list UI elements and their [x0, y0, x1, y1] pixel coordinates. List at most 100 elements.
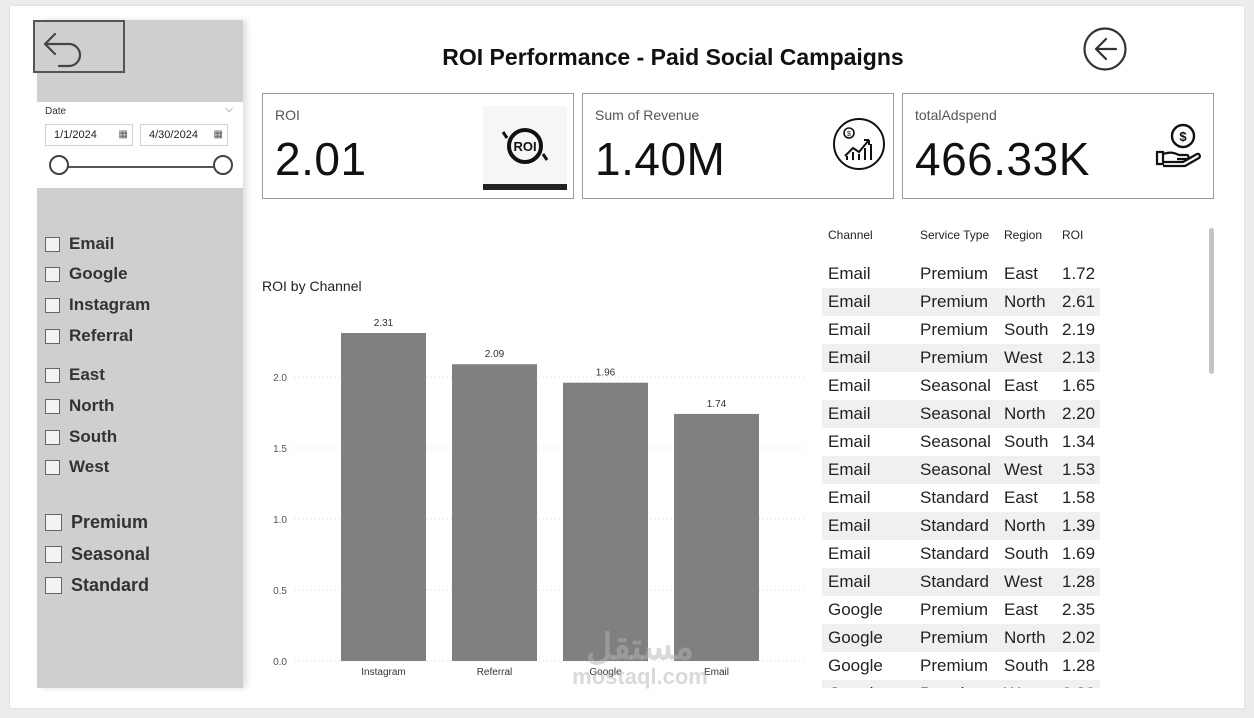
bar-referral[interactable] — [452, 364, 537, 661]
cell-region: South — [1004, 432, 1049, 451]
cell-service-type: Standard — [920, 516, 989, 535]
date-range-end-handle[interactable] — [213, 155, 233, 175]
start-date-value: 1/1/2024 — [54, 129, 97, 141]
table-row[interactable]: Email Standard North 1.39 — [822, 512, 1100, 540]
checkbox[interactable] — [45, 297, 60, 313]
end-date-input[interactable]: 4/30/2024 ▦ — [140, 124, 228, 146]
x-tick-label: Instagram — [361, 667, 405, 678]
cell-channel: Email — [828, 432, 871, 451]
checkbox[interactable] — [45, 398, 60, 414]
chevron-down-icon[interactable]: ⌵ — [225, 104, 233, 115]
table-row[interactable]: Email Standard West 1.28 — [822, 568, 1100, 596]
table-row[interactable]: Google Premium East 2.35 — [822, 596, 1100, 624]
service-option-premium[interactable]: Premium — [45, 512, 148, 532]
y-tick-label: 1.5 — [273, 444, 287, 455]
cell-service-type: Standard — [920, 544, 989, 563]
table-row[interactable]: Email Premium West 2.13 — [822, 344, 1100, 372]
watermark-arabic: مستقل — [586, 626, 694, 667]
table-row[interactable]: Email Premium East 1.72 — [822, 260, 1100, 288]
cell-roi: 2.13 — [1062, 348, 1096, 367]
table-row[interactable]: Email Premium North 2.61 — [822, 288, 1100, 316]
x-tick-label: Google — [589, 667, 622, 678]
date-range-slider-track[interactable] — [59, 166, 223, 168]
svg-text:ROI: ROI — [513, 139, 536, 154]
cell-roi: 1.69 — [1062, 544, 1096, 563]
table-row[interactable]: Email Seasonal South 1.34 — [822, 428, 1100, 456]
column-header-channel[interactable]: Channel — [828, 228, 873, 242]
region-option-east[interactable]: East — [45, 365, 105, 385]
cell-channel: Email — [828, 488, 871, 507]
cell-channel: Email — [828, 544, 871, 563]
cell-service-type: Premium — [920, 656, 989, 675]
cell-roi: 1.28 — [1062, 572, 1096, 591]
y-tick-label: 1.0 — [273, 515, 287, 526]
calendar-icon[interactable]: ▦ — [213, 129, 223, 140]
checkbox[interactable] — [45, 236, 60, 252]
cell-roi: 2.61 — [1062, 292, 1096, 311]
cell-service-type: Premium — [920, 348, 989, 367]
cell-region: East — [1004, 264, 1039, 283]
cell-roi: 1.72 — [1062, 264, 1096, 283]
table-scrollbar[interactable] — [1209, 228, 1214, 374]
cell-service-type: Premium — [920, 320, 989, 339]
data-label: 1.74 — [707, 399, 727, 410]
column-header-region[interactable]: Region — [1004, 228, 1043, 242]
cell-channel: Google — [828, 656, 883, 675]
channel-option-google[interactable]: Google — [45, 264, 128, 284]
column-header-roi[interactable]: ROI — [1062, 228, 1084, 242]
checkbox[interactable] — [45, 266, 60, 282]
region-option-north[interactable]: North — [45, 396, 114, 416]
table-row[interactable]: Email Premium South 2.19 — [822, 316, 1100, 344]
region-option-south[interactable]: South — [45, 427, 117, 447]
bar-instagram[interactable] — [341, 332, 426, 661]
checkbox[interactable] — [45, 545, 62, 563]
data-label: 1.96 — [596, 368, 616, 379]
checkbox[interactable] — [45, 459, 60, 475]
kpi-label: totalAdspend — [915, 107, 997, 123]
channel-option-referral[interactable]: Referral — [45, 326, 133, 346]
cell-region: South — [1004, 320, 1049, 339]
roi-table: Channel Service Type Region ROI Email Pre… — [822, 228, 1112, 688]
channel-option-instagram[interactable]: Instagram — [45, 295, 150, 315]
service-option-standard[interactable]: Standard — [45, 575, 149, 595]
region-option-west[interactable]: West — [45, 457, 109, 477]
cell-service-type: Premium — [920, 264, 989, 283]
cell-region: North — [1004, 404, 1046, 423]
cell-channel: Email — [828, 376, 871, 395]
table-row[interactable]: Email Seasonal North 2.20 — [822, 400, 1100, 428]
cell-roi: 1.28 — [1062, 656, 1096, 675]
table-row[interactable]: Email Seasonal West 1.53 — [822, 456, 1100, 484]
table-row[interactable]: Google Premium North 2.02 — [822, 624, 1100, 652]
kpi-label: ROI — [275, 107, 300, 123]
kpi-label: Sum of Revenue — [595, 107, 700, 123]
service-option-seasonal[interactable]: Seasonal — [45, 544, 150, 564]
checkbox[interactable] — [45, 513, 62, 531]
table-row[interactable]: Email Standard East 1.58 — [822, 484, 1100, 512]
date-range-start-handle[interactable] — [49, 155, 69, 175]
table-row[interactable]: Email Standard South 1.69 — [822, 540, 1100, 568]
roi-badge-icon: ROI — [483, 106, 567, 190]
cell-region: West — [1004, 572, 1043, 591]
table-row[interactable]: Email Seasonal East 1.65 — [822, 372, 1100, 400]
table-row[interactable]: Google Premium South 1.28 — [822, 652, 1100, 680]
column-header-service-type[interactable]: Service Type — [920, 228, 990, 242]
y-tick-label: 2.0 — [273, 373, 287, 384]
cell-channel: Google — [828, 628, 883, 647]
cell-channel: Email — [828, 404, 871, 423]
checkbox[interactable] — [45, 328, 60, 344]
cell-roi: 2.19 — [1062, 320, 1096, 339]
cell-region: East — [1004, 488, 1039, 507]
calendar-icon[interactable]: ▦ — [118, 129, 128, 140]
bar-email[interactable] — [674, 413, 759, 661]
nav-back-button[interactable] — [1082, 26, 1128, 77]
back-button[interactable] — [33, 20, 125, 73]
cell-roi: 2.35 — [1062, 600, 1096, 619]
table-row[interactable]: Google Premium West 2.32 — [822, 680, 1100, 688]
start-date-input[interactable]: 1/1/2024 ▦ — [45, 124, 133, 146]
checkbox[interactable] — [45, 429, 60, 445]
channel-option-email[interactable]: Email — [45, 234, 114, 254]
svg-text:$: $ — [1179, 129, 1187, 144]
bar-google[interactable] — [563, 382, 648, 661]
checkbox[interactable] — [45, 367, 60, 383]
checkbox[interactable] — [45, 576, 62, 594]
